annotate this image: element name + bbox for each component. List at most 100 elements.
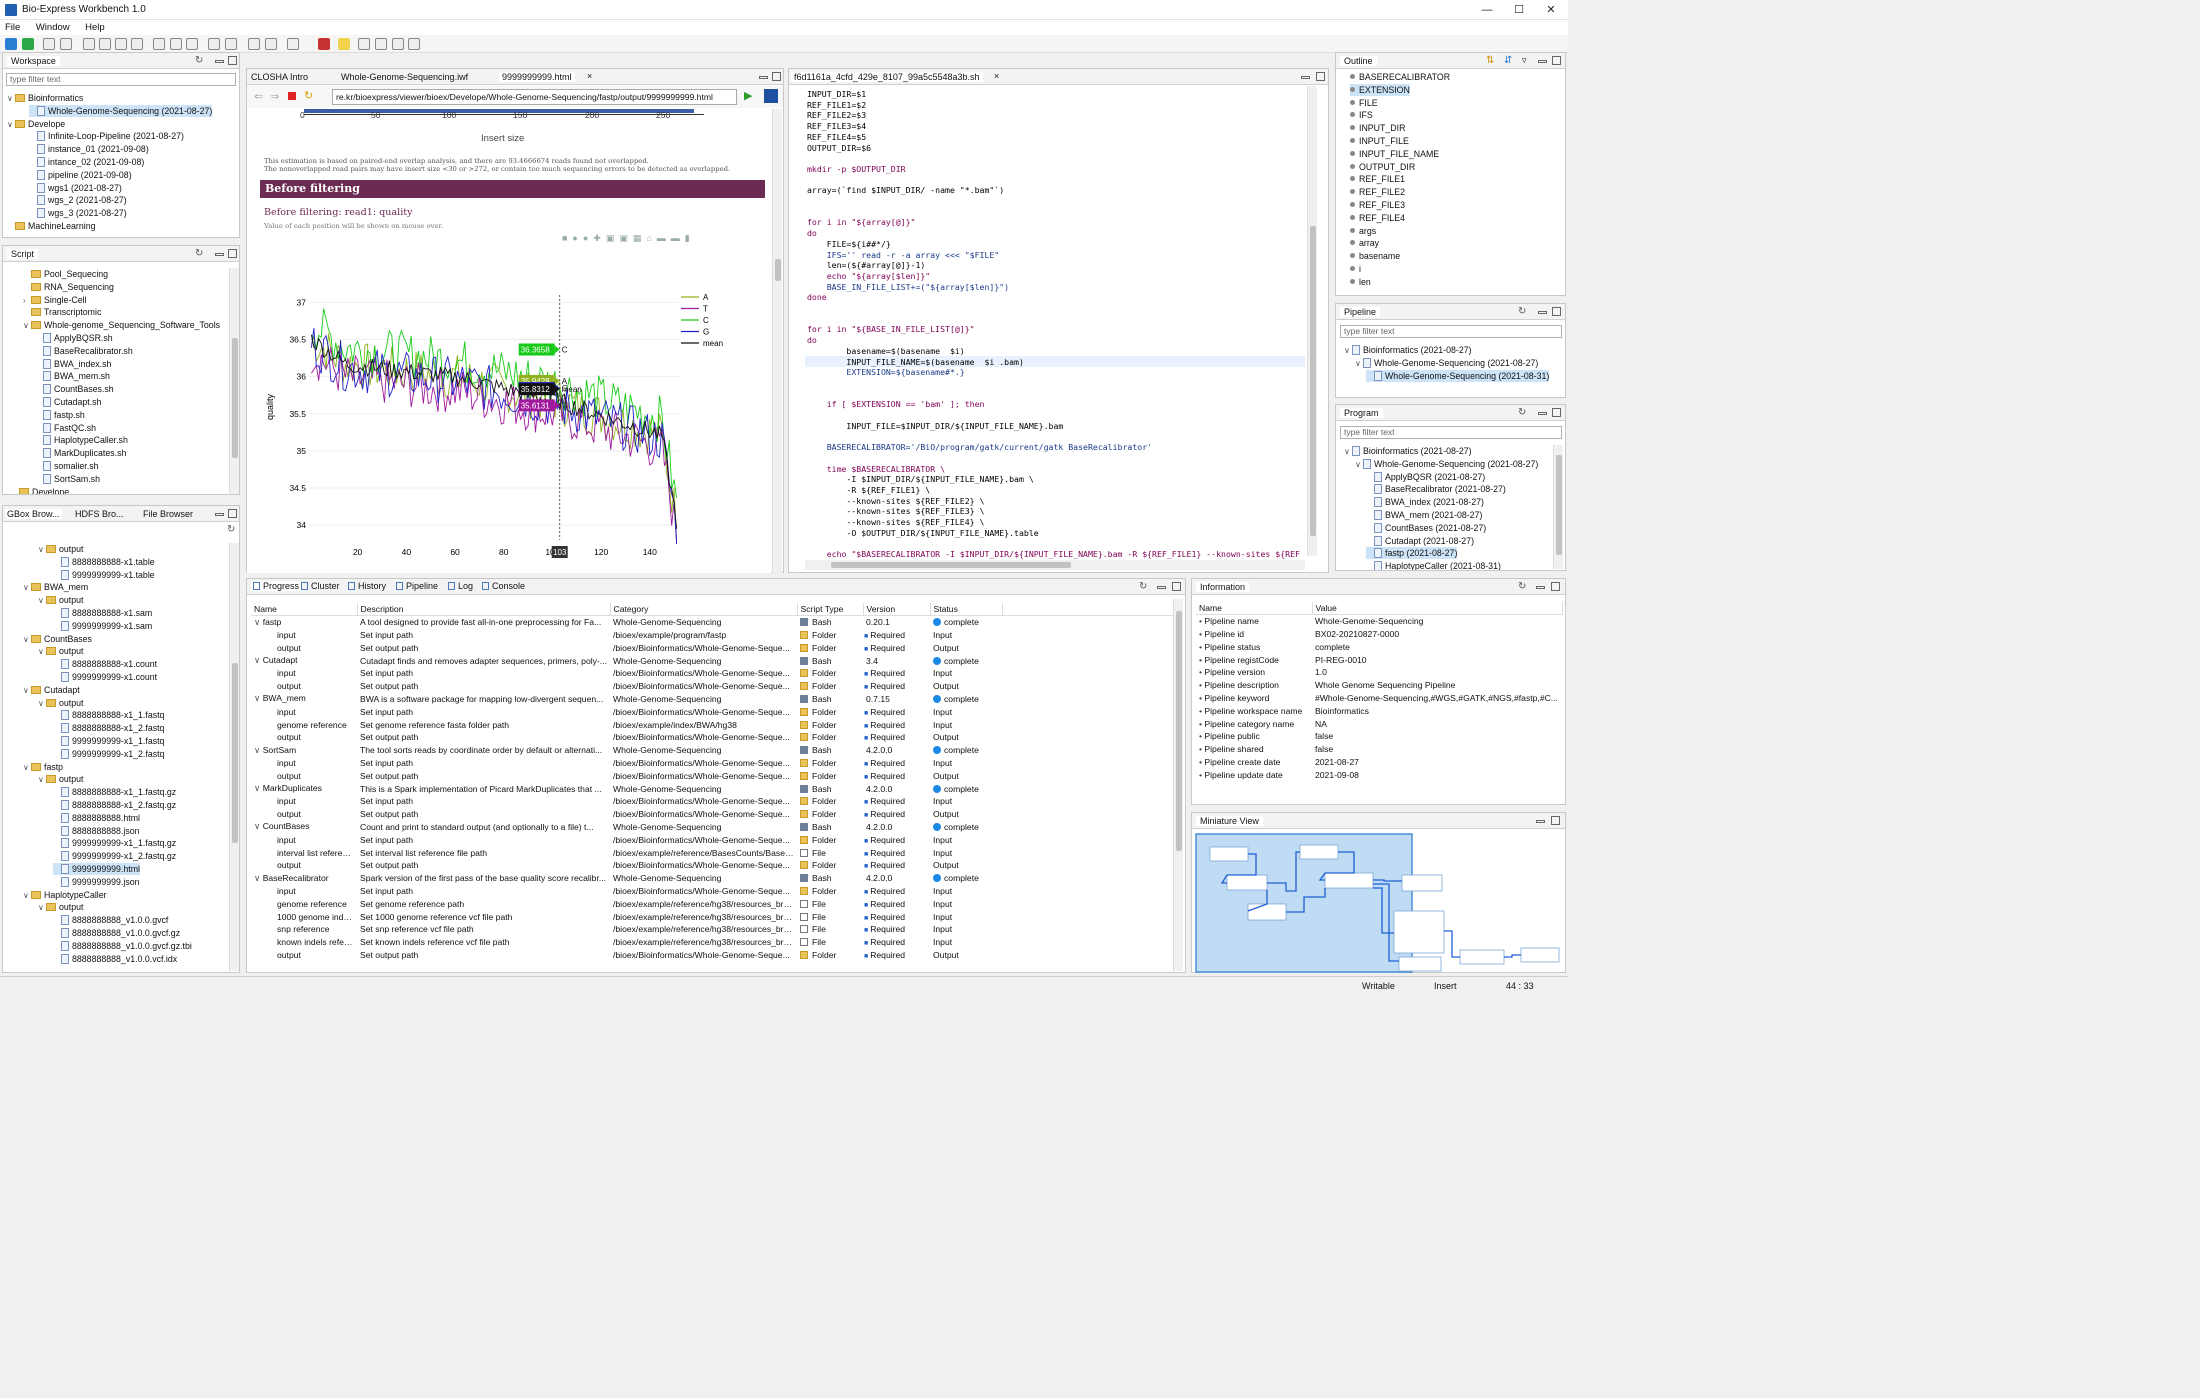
tree-item[interactable]: CountBases.sh <box>35 383 114 395</box>
tree-item[interactable]: 8888888888-x1_1.fastq <box>53 709 164 721</box>
tree-item[interactable]: ∨ output <box>38 594 83 607</box>
tree-item[interactable]: 9999999999-x1.table <box>53 569 155 581</box>
pipeline-tab[interactable]: Pipeline <box>1340 307 1381 317</box>
table-row[interactable]: interval list reference Set interval list… <box>251 846 1173 859</box>
tree-item[interactable]: wgs_2 (2021-08-27) <box>29 194 127 206</box>
tree-item[interactable]: pipeline (2021-09-08) <box>29 169 132 181</box>
refresh-icon[interactable]: ↻ <box>1518 407 1527 418</box>
tree-item[interactable]: ∨ output <box>38 697 83 710</box>
minimize-panel-icon[interactable] <box>1536 820 1545 823</box>
tree-item[interactable]: ∨ output <box>38 901 83 914</box>
miniature-tab[interactable]: Miniature View <box>1196 816 1263 826</box>
table-row[interactable]: output Set output path/bioex/Bioinformati… <box>251 641 1173 654</box>
program-scrollbar[interactable] <box>1553 445 1563 569</box>
tree-item[interactable]: wgs_3 (2021-08-27) <box>29 207 127 219</box>
table-row[interactable]: output Set output path/bioex/Bioinformati… <box>251 731 1173 744</box>
maximize-panel-icon[interactable] <box>228 249 237 258</box>
table-row[interactable]: output Set output path/bioex/Bioinformati… <box>251 808 1173 821</box>
outline-item[interactable]: BASERECALIBRATOR <box>1350 71 1450 83</box>
forward-icon[interactable]: ⇒ <box>270 91 280 103</box>
tab-hdfs-browser[interactable]: HDFS Bro... <box>75 509 124 519</box>
delete-icon[interactable] <box>131 38 143 50</box>
refresh-icon[interactable]: ↻ <box>1518 581 1527 592</box>
chevron-down-icon[interactable]: ∨ <box>38 647 44 657</box>
menu-window[interactable]: Window <box>35 22 70 33</box>
tree-item[interactable]: 8888888888.json <box>53 825 140 837</box>
chevron-down-icon[interactable]: ∨ <box>23 321 29 331</box>
alpha-sort-icon[interactable]: ⇵ <box>1504 55 1513 66</box>
table-row[interactable]: input Set input path/bioex/example/progra… <box>251 629 1173 642</box>
tree-item[interactable]: Develope <box>11 486 69 494</box>
outline-item[interactable]: INPUT_FILE <box>1350 135 1409 147</box>
minimize-panel-icon[interactable] <box>1538 412 1547 415</box>
tree-item[interactable]: BaseRecalibrator.sh <box>35 345 133 357</box>
legend-label[interactable]: G <box>703 328 709 337</box>
download-icon[interactable] <box>265 38 277 50</box>
tree-item[interactable]: ∨ Bioinformatics <box>7 92 83 105</box>
table-row[interactable]: known indels referen Set known indels ref… <box>251 936 1173 949</box>
tree-item[interactable]: Whole-Genome-Sequencing (2021-08-31) <box>1366 369 1550 382</box>
tree-item[interactable]: 8888888888_v1.0.0.gvcf.gz <box>53 927 180 939</box>
table-row[interactable]: ∨ BaseRecalibrator Spark version of the f… <box>251 872 1173 885</box>
tab-console[interactable]: Console <box>482 581 525 591</box>
column-header-status[interactable]: Status <box>930 603 1003 616</box>
tree-item[interactable]: ∨ CountBases <box>23 633 92 646</box>
refresh-icon[interactable]: ↻ <box>227 524 236 535</box>
tree-item[interactable]: 8888888888_v1.0.0.gvcf.gz.tbi <box>53 940 192 952</box>
tree-item[interactable]: RNA_Sequencing <box>23 281 114 293</box>
tree-item[interactable]: 9999999999.json <box>53 876 140 888</box>
editor-vscroll[interactable] <box>1307 86 1317 556</box>
table-row[interactable]: input Set input path/bioex/Bioinformatics… <box>251 757 1173 770</box>
outline-item[interactable]: REF_FILE4 <box>1350 212 1405 224</box>
chevron-down-icon[interactable]: ∨ <box>38 545 44 554</box>
settings-icon[interactable] <box>287 38 299 50</box>
tree-item[interactable]: ∨ Cutadapt <box>23 684 80 697</box>
tree-item[interactable]: ∨ HaplotypeCaller <box>23 889 107 902</box>
tree-item[interactable]: ∨ Whole-Genome-Sequencing (2021-08-27) <box>1355 458 1538 471</box>
legend-label[interactable]: T <box>703 305 708 314</box>
tree-item[interactable]: ∨ Bioinformatics (2021-08-27) <box>1344 344 1472 357</box>
table-row[interactable]: input Set input path/bioex/Bioinformatics… <box>251 885 1173 898</box>
tree-item[interactable]: ∨ fastp <box>23 761 63 774</box>
tab-closha-intro[interactable]: CLOSHA Intro <box>251 72 309 82</box>
outline-item[interactable]: REF_FILE3 <box>1350 199 1405 211</box>
maximize-panel-icon[interactable] <box>1316 72 1325 81</box>
outline-item[interactable]: REF_FILE1 <box>1350 173 1405 185</box>
tree-item[interactable]: 8888888888-x1_1.fastq.gz <box>53 786 176 798</box>
tree-item[interactable]: ∨ Bioinformatics (2021-08-27) <box>1344 445 1472 458</box>
chevron-down-icon[interactable]: ∨ <box>1355 459 1361 469</box>
minimize-button[interactable]: — <box>1481 4 1493 16</box>
program-tab[interactable]: Program <box>1340 408 1383 418</box>
layout-icon[interactable] <box>375 38 387 50</box>
outline-item[interactable]: IFS <box>1350 109 1373 121</box>
chevron-down-icon[interactable]: ∨ <box>254 693 263 704</box>
editor-hscroll[interactable] <box>805 560 1305 570</box>
chevron-down-icon[interactable]: ∨ <box>1355 358 1361 368</box>
minimize-panel-icon[interactable] <box>215 513 224 516</box>
refresh-icon[interactable]: ↻ <box>1139 581 1148 592</box>
tree-item[interactable]: HaplotypeCaller.sh <box>35 434 128 446</box>
column-header-category[interactable]: Category <box>610 603 798 616</box>
new-pipeline-icon[interactable] <box>5 38 17 50</box>
gbox-scrollbar[interactable] <box>229 543 239 971</box>
chevron-down-icon[interactable]: ∨ <box>7 119 13 129</box>
tree-item[interactable]: 9999999999-x1.count <box>53 671 157 683</box>
legend-label[interactable]: A <box>703 293 709 302</box>
table-row[interactable]: snp reference Set snp reference vcf file … <box>251 923 1173 936</box>
tree-item[interactable]: 8888888888.html <box>53 812 140 824</box>
tree-item[interactable]: CountBases (2021-08-27) <box>1366 522 1486 534</box>
close-window-button[interactable]: ✕ <box>1546 4 1556 16</box>
table-row[interactable]: ∨ Cutadapt Cutadapt finds and removes ada… <box>251 654 1173 667</box>
maximize-panel-icon[interactable] <box>772 72 781 81</box>
tab-history[interactable]: History <box>348 581 386 591</box>
tree-item[interactable]: 9999999999-x1_2.fastq <box>53 748 164 760</box>
upload-icon[interactable] <box>248 38 260 50</box>
chevron-down-icon[interactable]: ∨ <box>254 616 263 627</box>
new-program-icon[interactable] <box>22 38 34 50</box>
format-icon[interactable] <box>408 38 420 50</box>
tree-item[interactable]: fastp.sh <box>35 409 85 421</box>
menu-file[interactable]: File <box>5 22 21 33</box>
chevron-right-icon[interactable]: › <box>23 295 26 305</box>
paragraph-icon[interactable] <box>392 38 404 50</box>
script-scrollbar[interactable] <box>229 268 239 494</box>
